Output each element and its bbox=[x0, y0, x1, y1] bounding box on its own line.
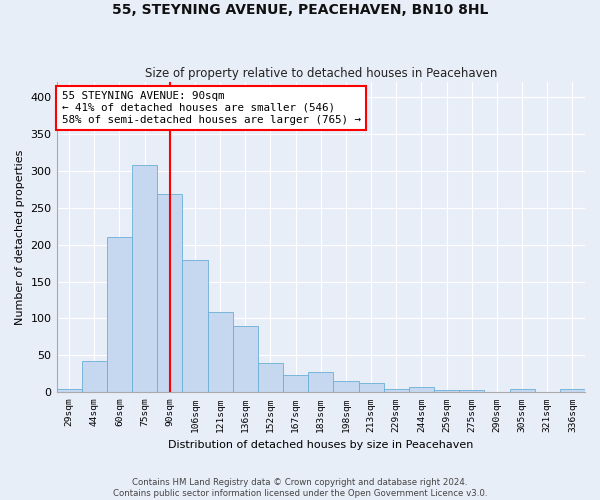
Bar bbox=[182, 260, 208, 392]
Bar bbox=[434, 390, 459, 392]
Bar bbox=[359, 382, 383, 392]
Bar bbox=[56, 388, 82, 392]
Bar bbox=[233, 326, 258, 392]
Bar bbox=[258, 363, 283, 392]
Bar bbox=[560, 390, 585, 392]
Bar bbox=[509, 390, 535, 392]
Bar bbox=[208, 312, 233, 392]
Bar bbox=[459, 390, 484, 392]
Y-axis label: Number of detached properties: Number of detached properties bbox=[15, 150, 25, 325]
Bar bbox=[107, 237, 132, 392]
Text: 55, STEYNING AVENUE, PEACEHAVEN, BN10 8HL: 55, STEYNING AVENUE, PEACEHAVEN, BN10 8H… bbox=[112, 2, 488, 16]
X-axis label: Distribution of detached houses by size in Peacehaven: Distribution of detached houses by size … bbox=[168, 440, 473, 450]
Text: Contains HM Land Registry data © Crown copyright and database right 2024.
Contai: Contains HM Land Registry data © Crown c… bbox=[113, 478, 487, 498]
Bar bbox=[283, 376, 308, 392]
Bar bbox=[308, 372, 334, 392]
Bar bbox=[383, 388, 409, 392]
Bar bbox=[82, 362, 107, 392]
Text: 55 STEYNING AVENUE: 90sqm
← 41% of detached houses are smaller (546)
58% of semi: 55 STEYNING AVENUE: 90sqm ← 41% of detac… bbox=[62, 92, 361, 124]
Bar bbox=[132, 165, 157, 392]
Title: Size of property relative to detached houses in Peacehaven: Size of property relative to detached ho… bbox=[145, 66, 497, 80]
Bar bbox=[409, 387, 434, 392]
Bar bbox=[334, 381, 359, 392]
Bar bbox=[157, 194, 182, 392]
